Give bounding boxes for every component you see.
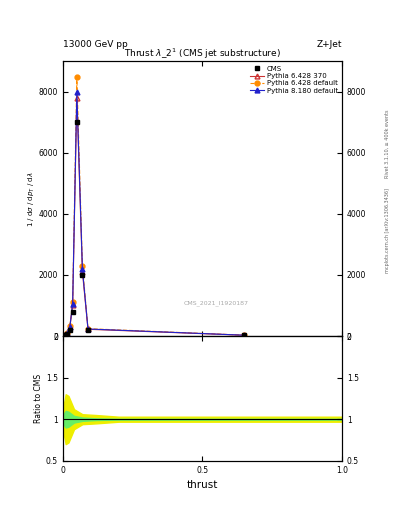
Pythia 6.428 default — [86, 326, 90, 332]
Text: Z+Jet: Z+Jet — [316, 39, 342, 49]
Line: Pythia 6.428 default: Pythia 6.428 default — [62, 74, 247, 337]
Line: Pythia 6.428 370: Pythia 6.428 370 — [62, 96, 247, 338]
Line: CMS: CMS — [62, 120, 246, 337]
Text: CMS_2021_I1920187: CMS_2021_I1920187 — [184, 300, 249, 306]
X-axis label: thrust: thrust — [187, 480, 218, 490]
Title: Thrust $\lambda\_2^1$ (CMS jet substructure): Thrust $\lambda\_2^1$ (CMS jet substruct… — [124, 47, 281, 61]
Pythia 6.428 default — [65, 330, 70, 336]
Pythia 6.428 default — [68, 323, 72, 329]
Pythia 6.428 default — [75, 74, 79, 80]
Pythia 6.428 370 — [62, 332, 67, 338]
Pythia 8.180 default — [86, 326, 90, 332]
CMS — [75, 119, 79, 125]
CMS — [242, 332, 247, 338]
Pythia 8.180 default — [242, 332, 247, 338]
Text: Rivet 3.1.10, ≥ 400k events: Rivet 3.1.10, ≥ 400k events — [385, 109, 389, 178]
CMS — [62, 332, 67, 338]
Pythia 6.428 370 — [75, 95, 79, 101]
Text: mcplots.cern.ch [arXiv:1306.3436]: mcplots.cern.ch [arXiv:1306.3436] — [385, 188, 389, 273]
Pythia 6.428 370 — [70, 303, 75, 309]
CMS — [86, 327, 90, 333]
Pythia 6.428 default — [70, 300, 75, 306]
Y-axis label: 1 / $\mathrm{d}\sigma$ / $\mathrm{d}p_T$ / $\mathrm{d}\lambda$: 1 / $\mathrm{d}\sigma$ / $\mathrm{d}p_T$… — [27, 171, 37, 227]
Pythia 8.180 default — [68, 324, 72, 330]
Pythia 8.180 default — [62, 332, 67, 338]
Pythia 8.180 default — [80, 266, 85, 272]
Pythia 8.180 default — [65, 330, 70, 336]
Y-axis label: Ratio to CMS: Ratio to CMS — [34, 374, 43, 423]
Text: 13000 GeV pp: 13000 GeV pp — [63, 39, 128, 49]
Pythia 6.428 default — [62, 332, 67, 338]
CMS — [70, 309, 75, 315]
Pythia 6.428 370 — [242, 332, 247, 338]
Legend: CMS, Pythia 6.428 370, Pythia 6.428 default, Pythia 8.180 default: CMS, Pythia 6.428 370, Pythia 6.428 defa… — [249, 65, 338, 95]
Pythia 8.180 default — [70, 301, 75, 307]
Pythia 6.428 default — [80, 263, 85, 269]
Pythia 6.428 default — [242, 332, 247, 338]
Pythia 6.428 370 — [80, 269, 85, 275]
Pythia 6.428 370 — [65, 330, 70, 336]
Pythia 6.428 370 — [68, 325, 72, 331]
CMS — [68, 327, 72, 333]
Line: Pythia 8.180 default: Pythia 8.180 default — [62, 90, 247, 337]
Pythia 6.428 370 — [86, 326, 90, 332]
CMS — [80, 272, 85, 278]
Pythia 8.180 default — [75, 89, 79, 95]
CMS — [65, 331, 70, 337]
